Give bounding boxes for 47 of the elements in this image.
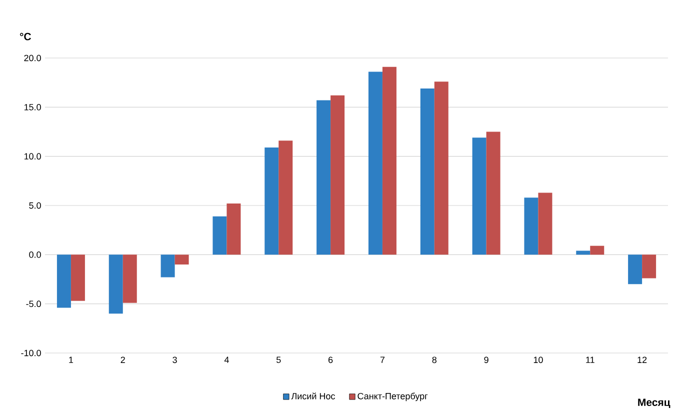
x-tick-label: 2 <box>120 356 125 363</box>
bar <box>330 95 345 255</box>
bar <box>486 132 500 255</box>
y-tick-label: 5.0 <box>29 202 41 209</box>
legend-label: Санкт-Петербург <box>358 392 428 402</box>
bar <box>590 246 604 255</box>
bar <box>524 198 538 255</box>
y-tick-label: 20.0 <box>24 54 41 62</box>
x-tick-label: 6 <box>328 356 333 364</box>
x-tick-label: 12 <box>638 356 647 363</box>
x-tick-label: 10 <box>534 356 543 364</box>
bar <box>420 88 434 255</box>
y-tick-label: 0.0 <box>29 251 41 258</box>
x-tick-label: 4 <box>224 356 229 363</box>
x-axis-title: Месяц <box>638 398 670 408</box>
x-tick-label: 7 <box>380 356 385 363</box>
x-tick-label: 1 <box>69 356 74 363</box>
bar <box>434 82 448 255</box>
bar <box>576 250 590 255</box>
bar <box>472 138 486 255</box>
bar <box>628 254 642 284</box>
x-tick-label: 9 <box>484 356 488 364</box>
bar <box>122 254 137 303</box>
bar <box>278 140 293 255</box>
y-tick-label: -5.0 <box>26 300 41 308</box>
bar <box>174 254 189 264</box>
x-tick-label: 5 <box>276 356 281 363</box>
y-tick-label: -10.0 <box>21 350 41 356</box>
bar <box>226 204 241 255</box>
bar <box>160 254 175 278</box>
x-tick-label: 8 <box>432 356 436 364</box>
x-tick-label: 3 <box>172 356 177 364</box>
bar <box>538 192 552 255</box>
bar <box>264 147 279 255</box>
y-tick-label: 15.0 <box>24 104 41 110</box>
bar <box>368 72 382 255</box>
x-tick-label: 11 <box>586 356 594 363</box>
bar <box>642 254 656 278</box>
bar <box>316 100 331 255</box>
bar <box>56 254 71 308</box>
bar <box>108 254 123 314</box>
bar <box>382 66 396 255</box>
y-tick-label: 10.0 <box>24 153 41 160</box>
bar <box>70 254 85 301</box>
y-axis-title: °C <box>20 32 32 40</box>
bar <box>212 216 227 255</box>
legend-label: Лисий Нос <box>291 392 335 400</box>
